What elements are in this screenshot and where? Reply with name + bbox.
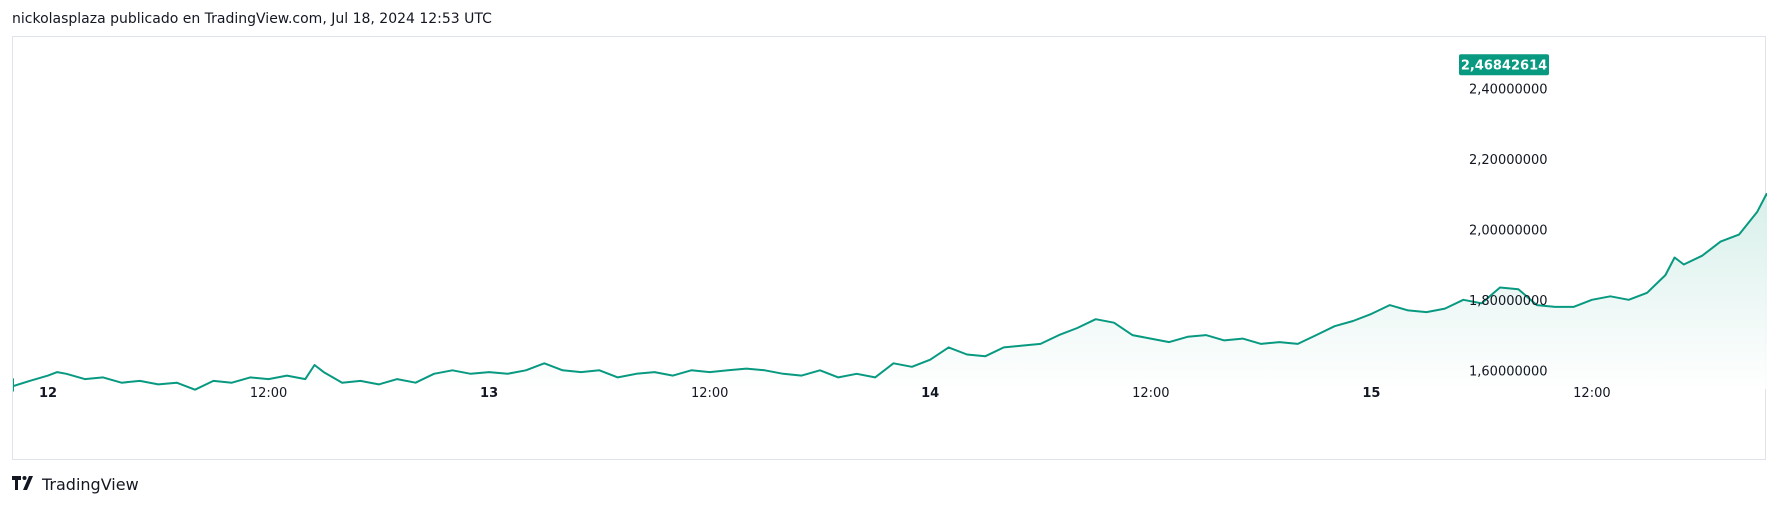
x-tick-label: 14 <box>921 386 939 401</box>
price-area-fill <box>13 194 1767 392</box>
x-tick-label: 12:00 <box>691 386 728 401</box>
price-chart[interactable]: 1212:001312:001412:001512:001612:001712:… <box>13 37 1767 461</box>
publication-info: nickolasplaza publicado en TradingView.c… <box>12 11 492 27</box>
footer: TradingView <box>12 475 139 494</box>
brand-name[interactable]: TradingView <box>42 475 139 494</box>
last-price-label: 2,46842614 <box>1461 58 1547 73</box>
y-tick-label: 2,20000000 <box>1469 153 1548 168</box>
x-tick-label: 15 <box>1362 386 1380 401</box>
last-price-badge <box>1459 54 1549 76</box>
y-tick-label: 1,80000000 <box>1469 294 1548 309</box>
price-line <box>13 193 1767 392</box>
x-tick-label: 12:00 <box>250 386 287 401</box>
x-tick-label: 12:00 <box>1573 386 1610 401</box>
chart-frame: 1212:001312:001412:001512:001612:001712:… <box>12 36 1767 461</box>
x-tick-label: 12:00 <box>1132 386 1169 401</box>
x-tick-label: 12 <box>39 386 57 401</box>
y-tick-label: 2,00000000 <box>1469 223 1548 238</box>
y-tick-label: 2,40000000 <box>1469 82 1548 97</box>
x-tick-label: 13 <box>480 386 498 401</box>
y-tick-label: 1,60000000 <box>1469 364 1548 379</box>
tradingview-logo-icon[interactable] <box>12 475 36 494</box>
